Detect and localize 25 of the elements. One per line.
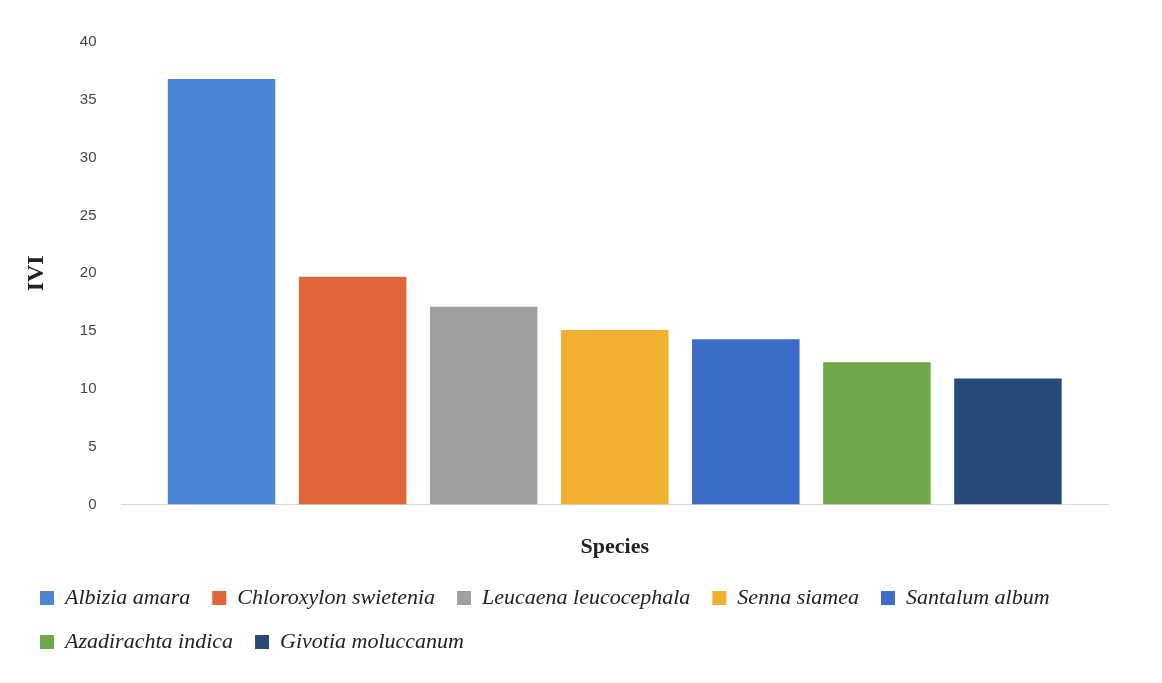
legend-label: Leucaena leucocephala: [481, 583, 691, 609]
y-tick-label: 25: [79, 205, 97, 223]
y-tick-label: 10: [79, 379, 97, 397]
bar: [692, 339, 800, 505]
y-tick-label: 40: [79, 32, 97, 50]
legend-label: Senna siamea: [737, 583, 859, 609]
y-tick-label: 15: [79, 321, 97, 339]
y-axis-title: IVI: [21, 255, 48, 292]
y-tick-label: 30: [79, 147, 97, 165]
legend-label: Azadirachta indica: [63, 627, 234, 653]
y-tick-label: 20: [79, 263, 97, 281]
bar: [167, 79, 276, 505]
y-tick-label: 0: [88, 494, 97, 512]
bar: [954, 378, 1062, 505]
legend-label: Albizia amara: [63, 583, 191, 609]
bar: [823, 362, 931, 505]
y-tick-label: 35: [79, 89, 97, 107]
legend-label: Santalum album: [905, 583, 1050, 609]
y-tick-label: 5: [88, 436, 97, 454]
legend-label: Givotia moluccanum: [280, 627, 464, 653]
x-axis-title: Species: [580, 533, 650, 559]
bar: [298, 276, 407, 505]
bar: [429, 306, 538, 505]
legend-label: Chloroxylon swietenia: [237, 583, 436, 609]
bar: [561, 329, 669, 505]
